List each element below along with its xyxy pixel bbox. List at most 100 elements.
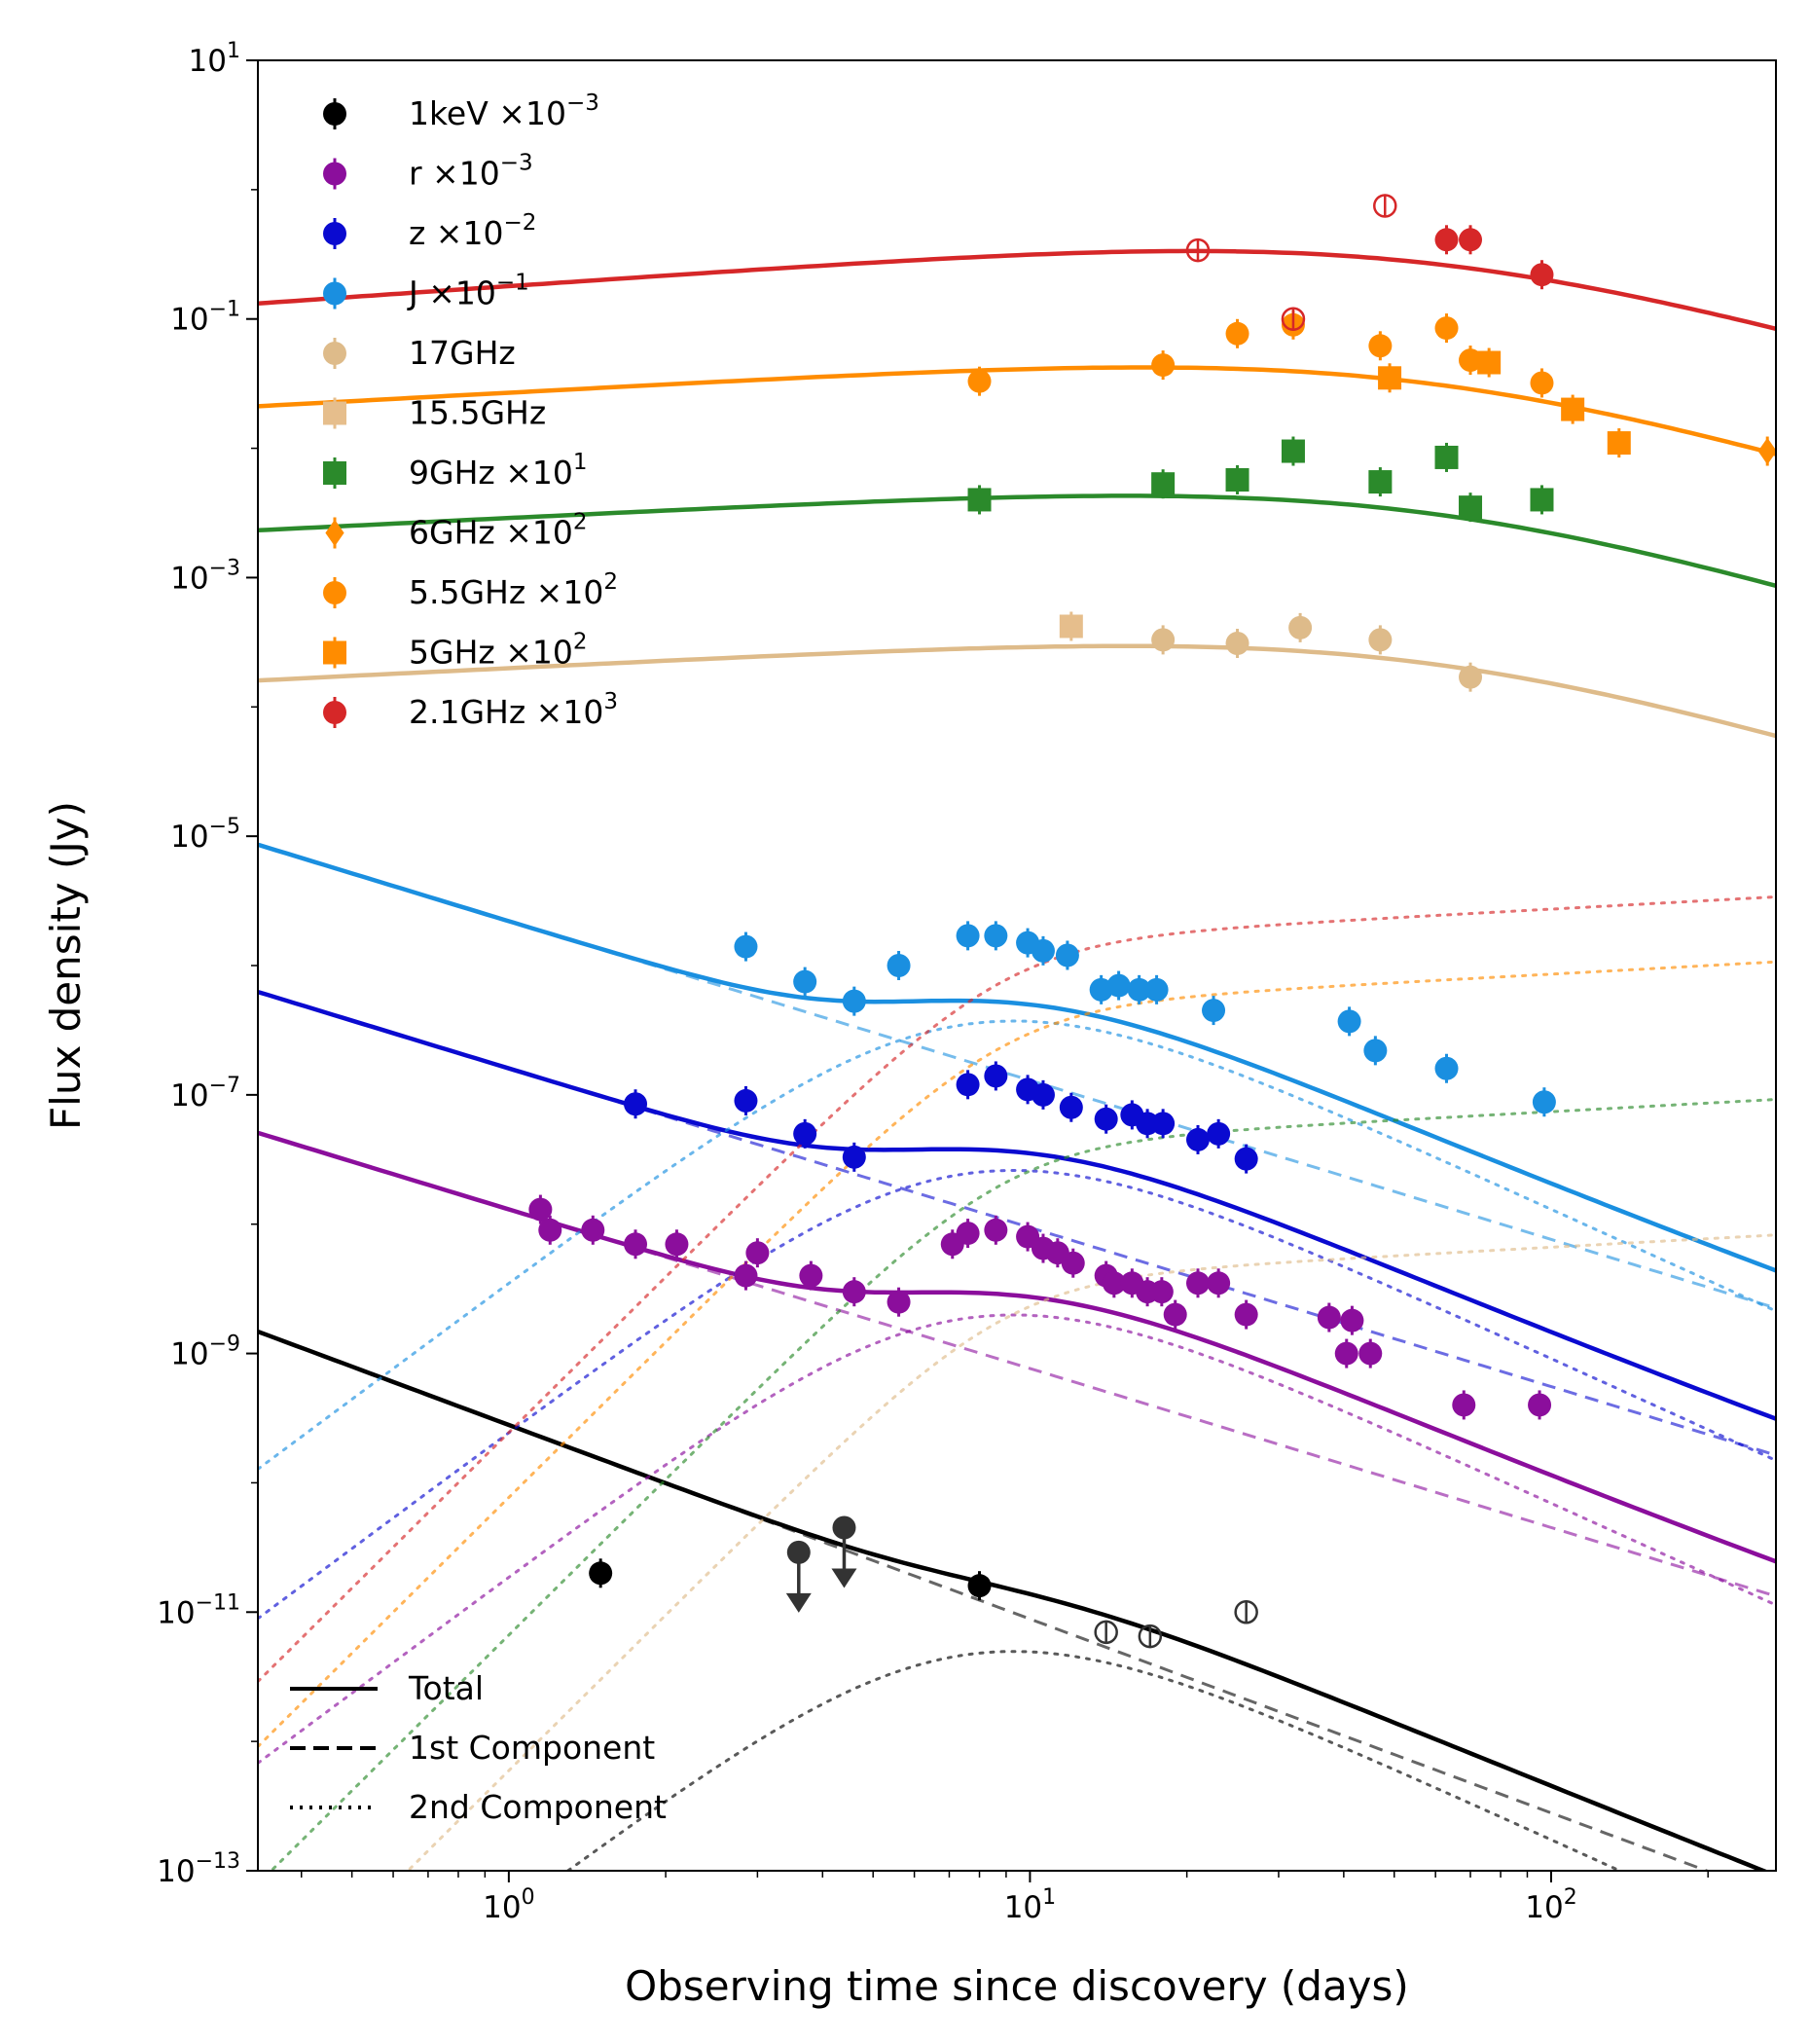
point-z-10-2	[624, 1092, 648, 1116]
point-z-10-2	[734, 1088, 758, 1113]
legend-entry-6ghz-102: 6GHz ×102	[325, 510, 587, 552]
point-r-10-3	[842, 1280, 866, 1304]
point-z-10-2	[1207, 1121, 1231, 1146]
point-r-10-3	[799, 1263, 823, 1288]
y-tick-exponent: −9	[209, 1332, 240, 1357]
y-tick-exponent: −7	[209, 1074, 240, 1098]
point-r-10-3	[1358, 1341, 1383, 1366]
point-r-10-3	[1163, 1302, 1187, 1327]
legend-marker	[323, 581, 346, 604]
legend-label-exponent: 3	[603, 689, 618, 714]
point-17ghz	[1459, 665, 1483, 689]
model-1st-component-z-10-2	[258, 990, 1776, 1457]
legend-label-text: 6GHz ×10	[409, 514, 573, 552]
legend-label: r ×10−3	[409, 151, 533, 193]
x-tick-label: 101	[1004, 1885, 1056, 1925]
point-1kev-10-3	[589, 1561, 613, 1586]
x-tick-label: 100	[483, 1885, 534, 1925]
legend-entry-j-10-1: J ×10−1	[323, 271, 529, 312]
legend-label: 5.5GHz ×102	[409, 569, 618, 611]
y-tick-base: 10	[170, 561, 208, 596]
x-tick-base: 10	[1525, 1890, 1563, 1925]
y-tick-exponent: −3	[209, 556, 240, 580]
point-z-10-2	[1031, 1082, 1055, 1107]
legend-marker	[323, 281, 346, 306]
legend-label: 6GHz ×102	[409, 510, 587, 552]
point-j-10-1	[1055, 943, 1079, 967]
point-r-10-3	[887, 1290, 911, 1314]
point-2-1ghz-10-3	[1530, 263, 1554, 287]
legend-marker	[323, 162, 346, 186]
legend-label-text: 17GHz	[409, 334, 516, 372]
legend-label-text: 5GHz ×10	[409, 634, 573, 672]
model-curves	[258, 248, 1776, 1871]
legend-label-text: z ×10	[409, 214, 503, 252]
legend-label: 15.5GHz	[409, 394, 546, 432]
point-j-10-1	[1337, 1009, 1361, 1034]
model-2nd-component-5-5ghz-10-2	[258, 960, 1776, 1748]
point-j-10-1	[1363, 1039, 1388, 1063]
point-j-10-1	[1127, 977, 1151, 1002]
upper-limit-arrow-head	[831, 1568, 857, 1588]
legend-label: z ×10−2	[409, 210, 536, 252]
point-z-10-2	[1151, 1112, 1176, 1136]
legend-marker	[323, 461, 346, 485]
model-total-1kev-10-3	[258, 1329, 1770, 1871]
point-5-5ghz-10-2	[1368, 334, 1393, 358]
y-tick-label: 101	[189, 39, 240, 79]
point-2-1ghz-10-3	[1459, 228, 1483, 252]
legend-marker	[323, 640, 346, 665]
point-r-10-3	[956, 1222, 980, 1246]
point-z-10-2	[1059, 1095, 1083, 1119]
point-5-5ghz-10-2	[1434, 316, 1459, 341]
y-tick-label: 10−3	[170, 556, 240, 596]
data-points	[528, 194, 1776, 1649]
legend-entry-5-5ghz-102: 5.5GHz ×102	[323, 569, 618, 611]
point-15-5ghz	[1059, 614, 1083, 639]
point-5-5ghz-10-2	[1459, 348, 1483, 373]
upper-limit-marker	[786, 1540, 811, 1564]
y-tick-base: 10	[170, 303, 208, 338]
point-r-10-3	[1061, 1251, 1085, 1275]
point-j-10-1	[842, 989, 866, 1013]
legend-label-text: J ×10	[407, 274, 496, 312]
legend-label-text: 1keV ×10	[409, 94, 566, 132]
point-5-5ghz-10-2	[1530, 371, 1554, 395]
style-legend-entry-total: Total	[290, 1669, 484, 1707]
point-j-10-1	[734, 934, 758, 959]
model-total-2-1ghz-10-3	[258, 248, 1776, 331]
point-j-10-1	[1532, 1090, 1556, 1114]
point-r-10-3	[1528, 1393, 1552, 1417]
model-total-r-10-3	[258, 1130, 1776, 1564]
point-z-10-2	[956, 1073, 980, 1097]
open-point-2-1ghz-10-3	[1281, 307, 1306, 331]
legend-label: 17GHz	[409, 334, 516, 372]
upper-limit-1kev-10-3	[785, 1540, 812, 1613]
point-5-5ghz-10-2	[1225, 321, 1249, 346]
legend-entry-17ghz: 17GHz	[323, 334, 516, 372]
axis-ticks: 100 101 10210110−110−310−510−710−910−1110−…	[157, 39, 1709, 1925]
y-tick-label: 10−13	[157, 1849, 240, 1889]
model-2nd-component-17ghz	[406, 1233, 1776, 1871]
upper-limit-arrow-head	[785, 1592, 812, 1613]
point-r-10-3	[665, 1232, 689, 1257]
point-z-10-2	[984, 1064, 1008, 1088]
legend-label: 2.1GHz ×103	[409, 689, 618, 731]
point-9ghz-10-1	[1459, 495, 1483, 520]
point-j-10-1	[1089, 977, 1113, 1002]
model-total-17ghz	[258, 643, 1776, 739]
point-1kev-10-3	[967, 1574, 992, 1598]
y-tick-base: 10	[157, 1595, 195, 1630]
legend-label: J ×10−1	[407, 271, 529, 312]
point-r-10-3	[538, 1218, 562, 1242]
legend-label-exponent: −2	[503, 210, 536, 236]
model-2nd-component-2-1ghz-10-3	[258, 894, 1776, 1684]
y-tick-base: 10	[157, 1854, 195, 1889]
point-5ghz-10-2	[1607, 431, 1631, 456]
point-5ghz-10-2	[1378, 366, 1402, 390]
legend-marker	[323, 342, 346, 365]
upper-limit-1kev-10-3	[831, 1515, 857, 1588]
open-point-1kev-10-3	[1138, 1624, 1163, 1649]
point-r-10-3	[1102, 1271, 1126, 1296]
